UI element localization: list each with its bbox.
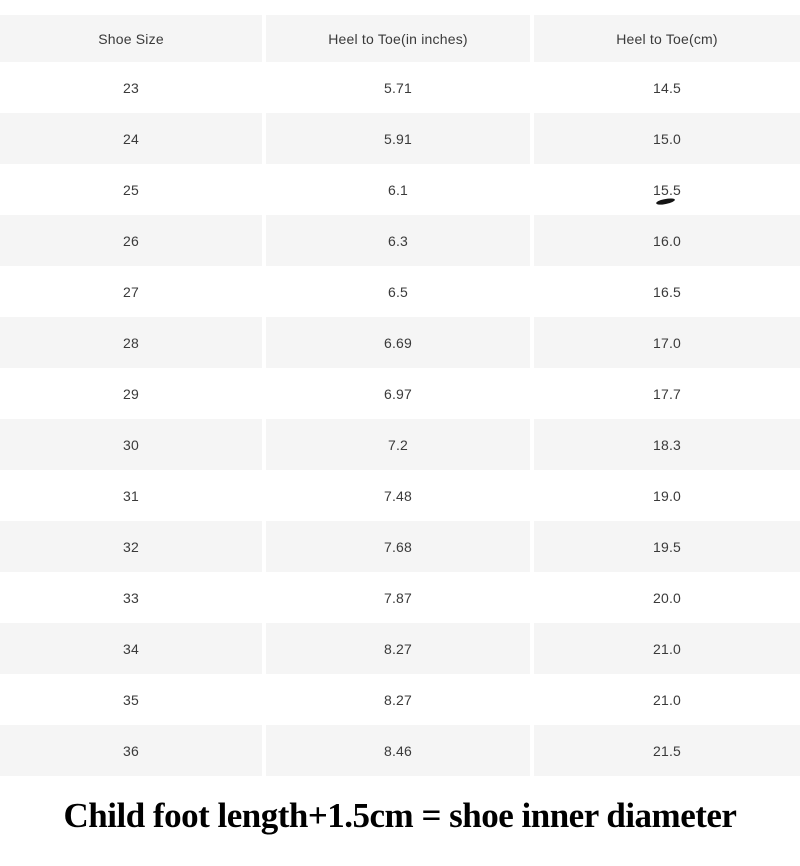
table-row: 32 7.68 19.5 — [0, 521, 800, 572]
table-cell: 15.0 — [534, 113, 800, 164]
table-row: 30 7.2 18.3 — [0, 419, 800, 470]
table-cell: 19.5 — [534, 521, 800, 572]
table-cell: 34 — [0, 623, 262, 674]
table-row: 25 6.1 15.5 — [0, 164, 800, 215]
size-chart-table: Shoe Size Heel to Toe(in inches) Heel to… — [0, 15, 800, 776]
table-cell: 5.91 — [266, 113, 530, 164]
table-body: 23 5.71 14.5 24 5.91 15.0 25 6.1 15.5 26 6.3 16.0 27… — [0, 62, 800, 776]
table-header-row: Shoe Size Heel to Toe(in inches) Heel to… — [0, 15, 800, 62]
table-cell: 25 — [0, 164, 262, 215]
table-row: 23 5.71 14.5 — [0, 62, 800, 113]
table-cell: 30 — [0, 419, 262, 470]
table-cell: 16.5 — [534, 266, 800, 317]
table-cell: 26 — [0, 215, 262, 266]
table-row: 31 7.48 19.0 — [0, 470, 800, 521]
table-row: 26 6.3 16.0 — [0, 215, 800, 266]
table-cell: 35 — [0, 674, 262, 725]
table-cell: 33 — [0, 572, 262, 623]
table-cell: 28 — [0, 317, 262, 368]
table-cell: 19.0 — [534, 470, 800, 521]
table-row: 29 6.97 17.7 — [0, 368, 800, 419]
table-row: 35 8.27 21.0 — [0, 674, 800, 725]
table-cell: 23 — [0, 62, 262, 113]
table-cell: 27 — [0, 266, 262, 317]
table-row: 36 8.46 21.5 — [0, 725, 800, 776]
table-cell: 20.0 — [534, 572, 800, 623]
table-cell: 7.48 — [266, 470, 530, 521]
table-cell: 31 — [0, 470, 262, 521]
table-cell: 6.5 — [266, 266, 530, 317]
table-row: 24 5.91 15.0 — [0, 113, 800, 164]
table-cell: 7.87 — [266, 572, 530, 623]
table-cell: 18.3 — [534, 419, 800, 470]
table-cell: 6.1 — [266, 164, 530, 215]
table-cell: 29 — [0, 368, 262, 419]
table-cell: 14.5 — [534, 62, 800, 113]
table-cell: 21.0 — [534, 623, 800, 674]
table-cell: 17.7 — [534, 368, 800, 419]
table-cell: 6.3 — [266, 215, 530, 266]
table-cell: 36 — [0, 725, 262, 776]
table-cell: 21.5 — [534, 725, 800, 776]
table-cell: 6.69 — [266, 317, 530, 368]
table-cell: 16.0 — [534, 215, 800, 266]
table-cell: 32 — [0, 521, 262, 572]
table-cell: 8.46 — [266, 725, 530, 776]
table-cell: 8.27 — [266, 674, 530, 725]
column-header-heel-to-toe-cm: Heel to Toe(cm) — [534, 15, 800, 62]
table-cell: 24 — [0, 113, 262, 164]
table-cell: 15.5 — [534, 164, 800, 215]
table-cell: 6.97 — [266, 368, 530, 419]
table-cell: 5.71 — [266, 62, 530, 113]
table-cell: 7.68 — [266, 521, 530, 572]
table-cell: 21.0 — [534, 674, 800, 725]
table-row: 28 6.69 17.0 — [0, 317, 800, 368]
table-cell: 7.2 — [266, 419, 530, 470]
table-cell: 8.27 — [266, 623, 530, 674]
table-row: 27 6.5 16.5 — [0, 266, 800, 317]
table-cell: 17.0 — [534, 317, 800, 368]
table-row: 33 7.87 20.0 — [0, 572, 800, 623]
column-header-shoe-size: Shoe Size — [0, 15, 262, 62]
footer-note: Child foot length+1.5cm = shoe inner dia… — [63, 796, 737, 835]
table-row: 34 8.27 21.0 — [0, 623, 800, 674]
column-header-heel-to-toe-inches: Heel to Toe(in inches) — [266, 15, 530, 62]
